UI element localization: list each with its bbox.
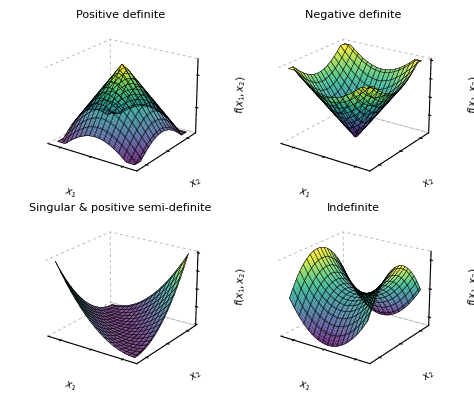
- Y-axis label: $x_2$: $x_2$: [420, 174, 437, 190]
- Y-axis label: $x_2$: $x_2$: [420, 367, 437, 383]
- X-axis label: $x_1$: $x_1$: [64, 377, 78, 392]
- Title: Singular & positive semi-definite: Singular & positive semi-definite: [29, 202, 212, 212]
- Title: Indefinite: Indefinite: [327, 202, 380, 212]
- Title: Negative definite: Negative definite: [305, 10, 402, 20]
- X-axis label: $x_1$: $x_1$: [64, 185, 78, 200]
- Title: Positive definite: Positive definite: [76, 10, 165, 20]
- Y-axis label: $x_2$: $x_2$: [187, 367, 203, 383]
- Y-axis label: $x_2$: $x_2$: [187, 174, 203, 190]
- X-axis label: $x_1$: $x_1$: [297, 185, 311, 200]
- X-axis label: $x_1$: $x_1$: [297, 377, 311, 392]
